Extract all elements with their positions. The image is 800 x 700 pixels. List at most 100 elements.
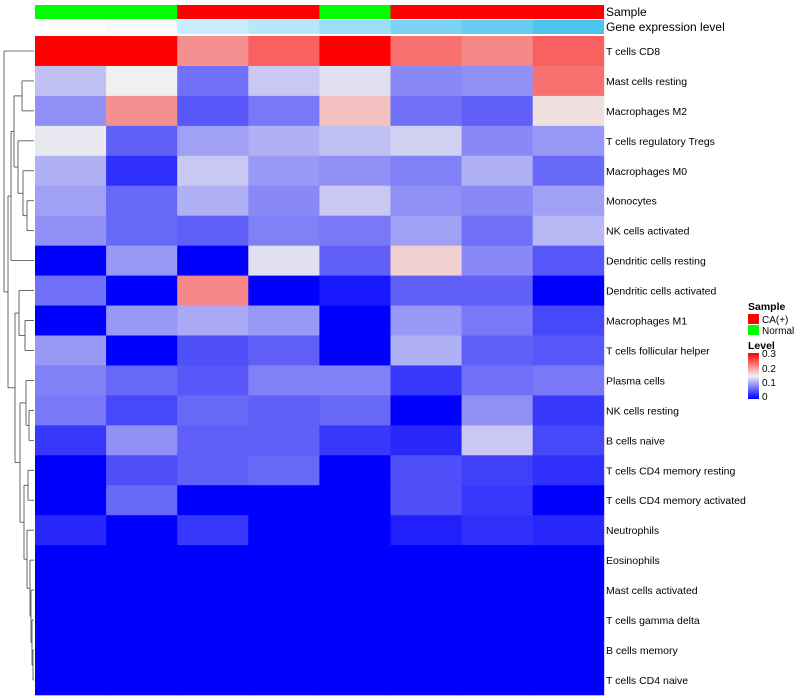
- heatmap-cell: [35, 95, 107, 127]
- heatmap-cell: [248, 65, 320, 97]
- row-label: B cells naive: [606, 435, 665, 447]
- heatmap-cell: [35, 335, 107, 366]
- heatmap-cell: [461, 275, 534, 306]
- heatmap-cell: [177, 545, 249, 576]
- heatmap-cell: [390, 335, 462, 366]
- heatmap-cell: [177, 605, 249, 636]
- heatmap-cell: [106, 605, 178, 636]
- legend-tick-0.1: 0.1: [762, 378, 776, 389]
- heatmap-cell: [532, 635, 605, 666]
- heatmap-cell: [248, 335, 320, 366]
- heatmap-cell: [319, 515, 391, 546]
- row-label: Mast cells resting: [606, 76, 687, 88]
- heatmap-cell: [319, 155, 391, 187]
- heatmap-cell: [319, 395, 391, 426]
- heatmap-cell: [390, 185, 462, 217]
- heatmap-cell: [319, 36, 391, 67]
- heatmap-cell: [319, 215, 391, 247]
- heatmap-cell: [390, 36, 462, 67]
- heatmap-cell: [106, 455, 178, 486]
- gene-expression-annotation-cell: [35, 20, 107, 34]
- heatmap-cell: [35, 575, 107, 606]
- heatmap-cell: [248, 95, 320, 127]
- heatmap-cell: [35, 36, 107, 67]
- heatmap-cell: [248, 245, 320, 276]
- row-label: T cells CD4 memory resting: [606, 465, 735, 477]
- heatmap-cell: [461, 425, 534, 456]
- heatmap-cell: [177, 664, 249, 696]
- heatmap-cell: [177, 36, 249, 67]
- gene-expression-annotation-cell: [461, 20, 533, 34]
- heatmap-cell: [248, 664, 320, 696]
- heatmap-cell: [248, 215, 320, 247]
- heatmap-cell: [461, 515, 534, 546]
- heatmap-cell: [248, 365, 320, 396]
- sample-annotation-cell: [319, 5, 391, 19]
- heatmap-cell: [106, 365, 178, 396]
- heatmap-cell: [248, 155, 320, 187]
- row-label: Eosinophils: [606, 555, 660, 567]
- row-label: T cells CD4 naive: [606, 675, 688, 687]
- legend-swatch-normal: [748, 325, 759, 335]
- gene-expression-annotation-cell: [177, 20, 249, 34]
- heatmap-cell: [390, 215, 462, 247]
- row-label: T cells follicular helper: [606, 345, 710, 357]
- heatmap-cell: [390, 65, 462, 97]
- row-label: T cells CD4 memory activated: [606, 495, 746, 507]
- heatmap-cell: [461, 545, 534, 576]
- heatmap-cell: [106, 215, 178, 247]
- heatmap-cell: [319, 245, 391, 276]
- heatmap-cell: [532, 155, 605, 187]
- heatmap-cell: [390, 515, 462, 546]
- heatmap-cell: [319, 95, 391, 127]
- heatmap-cell: [461, 395, 534, 426]
- sample-annotation-cell: [106, 5, 178, 19]
- heatmap-cell: [461, 36, 534, 67]
- heatmap-cell: [177, 455, 249, 486]
- heatmap-cell: [106, 95, 178, 127]
- heatmap-cell: [177, 185, 249, 217]
- heatmap-cell: [461, 95, 534, 127]
- sample-annotation-cell: [35, 5, 107, 19]
- heatmap-cell: [532, 485, 605, 516]
- legend-swatch-ca: [748, 314, 759, 324]
- heatmap-cell: [532, 395, 605, 426]
- legend-label-normal: Normal: [762, 326, 794, 337]
- sample-annotation-cell: [177, 5, 249, 19]
- heatmap-cell: [35, 425, 107, 456]
- heatmap-cell: [106, 245, 178, 276]
- heatmap-cell: [35, 635, 107, 666]
- heatmap-cell: [177, 245, 249, 276]
- heatmap-cell: [390, 664, 462, 696]
- heatmap-cell: [35, 65, 107, 97]
- row-label: NK cells resting: [606, 405, 679, 417]
- heatmap-cell: [35, 155, 107, 187]
- heatmap-cell: [532, 125, 605, 157]
- heatmap-cell: [461, 215, 534, 247]
- legend-color-bar: [748, 353, 759, 399]
- heatmap-cell: [106, 155, 178, 187]
- sample-annotation-label: Sample: [606, 5, 647, 19]
- gene-expression-annotation-cell: [390, 20, 462, 34]
- heatmap-cell: [532, 95, 605, 127]
- heatmap-cell: [177, 365, 249, 396]
- heatmap-cell: [461, 305, 534, 336]
- heatmap-cell: [106, 545, 178, 576]
- heatmap-cell: [461, 605, 534, 636]
- heatmap-cell: [177, 425, 249, 456]
- heatmap-cell: [532, 575, 605, 606]
- heatmap-cell: [461, 185, 534, 217]
- legend-label-ca: CA(+): [762, 315, 788, 326]
- heatmap-cell: [248, 275, 320, 306]
- heatmap-cell: [177, 575, 249, 606]
- heatmap-cell: [390, 425, 462, 456]
- heatmap-cell: [532, 664, 605, 696]
- heatmap-cell: [390, 95, 462, 127]
- heatmap-cell: [319, 575, 391, 606]
- heatmap-cell: [106, 65, 178, 97]
- heatmap-cell: [461, 125, 534, 157]
- heatmap-cell: [35, 365, 107, 396]
- heatmap-cell: [390, 605, 462, 636]
- heatmap-cell: [177, 215, 249, 247]
- heatmap-cell: [106, 575, 178, 606]
